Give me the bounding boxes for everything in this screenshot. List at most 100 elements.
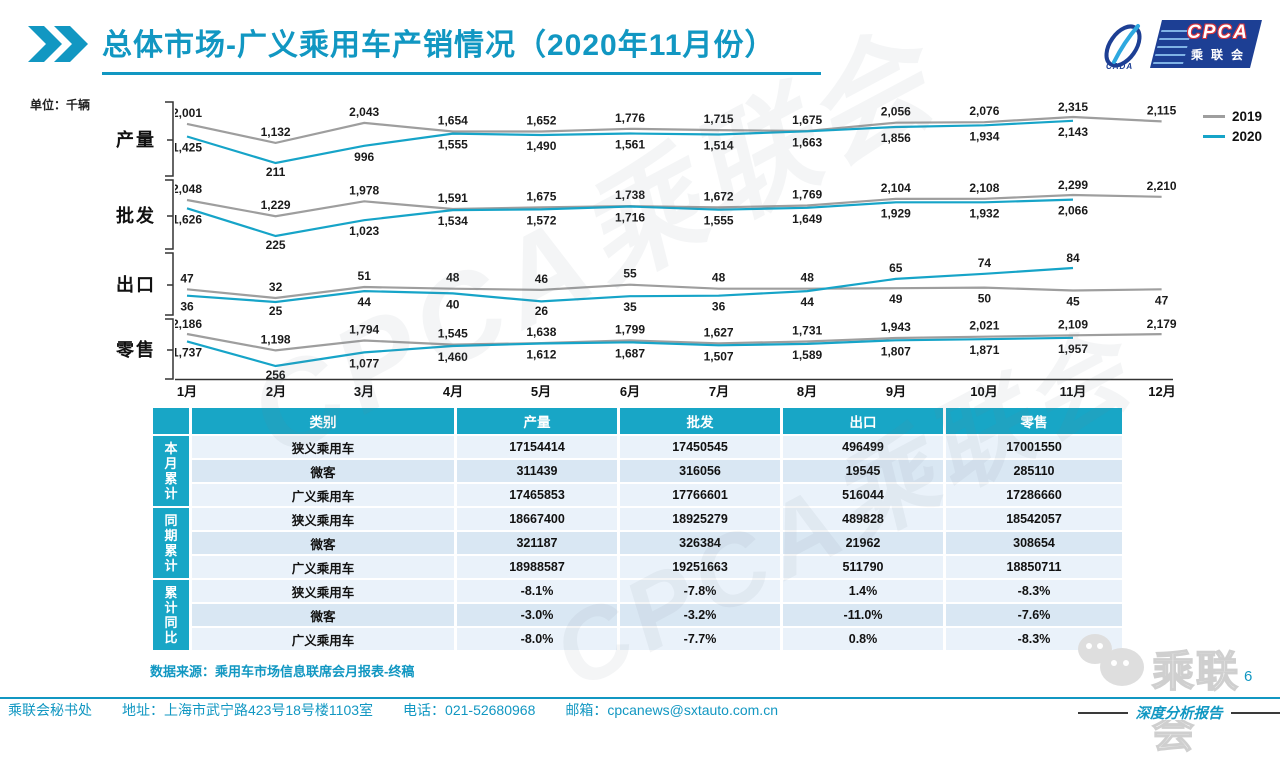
corner-cell (153, 408, 189, 434)
table-cell: 21962 (783, 532, 943, 554)
table-cell: -3.2% (620, 604, 780, 626)
table-cell: 17766601 (620, 484, 780, 506)
svg-text:44: 44 (801, 295, 815, 309)
month-label: 9月 (874, 381, 918, 400)
column-header: 零售 (946, 408, 1122, 434)
axis-bracket (162, 318, 174, 382)
svg-text:1,572: 1,572 (526, 213, 556, 227)
table-cell: 511790 (783, 556, 943, 578)
svg-text:36: 36 (712, 300, 726, 314)
table-cell: 微客 (192, 604, 454, 626)
column-header: 出口 (783, 408, 943, 434)
svg-text:1,460: 1,460 (438, 350, 468, 364)
svg-text:1,807: 1,807 (881, 344, 911, 358)
svg-text:2,299: 2,299 (1058, 178, 1088, 192)
svg-text:1,738: 1,738 (615, 188, 645, 202)
svg-text:36: 36 (180, 300, 194, 314)
table-cell: 狭义乘用车 (192, 508, 454, 530)
svg-text:1,934: 1,934 (969, 129, 999, 143)
svg-text:46: 46 (535, 272, 549, 286)
table-cell: 311439 (457, 460, 617, 482)
table-cell: -8.3% (946, 580, 1122, 602)
table-cell: 18925279 (620, 508, 780, 530)
tag-line-right (1231, 712, 1280, 714)
month-label: 10月 (962, 381, 1006, 400)
svg-text:48: 48 (801, 271, 815, 285)
footer-phone: 电话：021-52680968 (403, 700, 535, 720)
axis-bracket (162, 252, 174, 318)
svg-text:1,490: 1,490 (526, 139, 556, 153)
svg-text:65: 65 (889, 261, 903, 275)
chart-row-title: 零售 (0, 336, 156, 362)
table-cell: 0.8% (783, 628, 943, 650)
table-cell: 18988587 (457, 556, 617, 578)
svg-text:211: 211 (266, 165, 286, 178)
svg-text:1,769: 1,769 (792, 188, 822, 202)
svg-text:2,186: 2,186 (175, 317, 202, 331)
svg-text:1,626: 1,626 (175, 212, 202, 226)
svg-text:2,115: 2,115 (1147, 103, 1177, 117)
table-cell: 17001550 (946, 436, 1122, 458)
column-header: 产量 (457, 408, 617, 434)
chart-row-title: 批发 (0, 202, 156, 228)
svg-text:1,649: 1,649 (792, 212, 822, 226)
svg-text:1,589: 1,589 (792, 348, 822, 362)
svg-text:1,978: 1,978 (349, 183, 379, 197)
group-label: 累计同比 (153, 580, 189, 650)
table-cell: -7.8% (620, 580, 780, 602)
table-cell: 广义乘用车 (192, 556, 454, 578)
table-cell: 17286660 (946, 484, 1122, 506)
svg-text:2,210: 2,210 (1147, 179, 1177, 193)
svg-text:2,315: 2,315 (1058, 100, 1088, 114)
svg-text:2,143: 2,143 (1058, 125, 1088, 139)
month-label: 11月 (1051, 381, 1095, 400)
svg-text:1,652: 1,652 (526, 114, 556, 128)
svg-text:55: 55 (623, 267, 637, 281)
chart-row-title: 出口 (0, 271, 156, 297)
group-label: 本月累计 (153, 436, 189, 506)
month-label: 1月 (165, 381, 209, 400)
table-cell: 微客 (192, 532, 454, 554)
svg-text:1,638: 1,638 (526, 325, 556, 339)
svg-text:1,514: 1,514 (704, 139, 734, 153)
svg-text:1,023: 1,023 (349, 224, 379, 238)
svg-text:47: 47 (1155, 293, 1169, 307)
svg-text:1,507: 1,507 (704, 349, 734, 363)
table-cell: 326384 (620, 532, 780, 554)
svg-text:1,687: 1,687 (615, 346, 645, 360)
svg-text:74: 74 (978, 256, 992, 270)
svg-text:45: 45 (1066, 295, 1080, 309)
table-cell: 19251663 (620, 556, 780, 578)
tag-line-left (1078, 712, 1128, 714)
table-cell: 17465853 (457, 484, 617, 506)
svg-text:2,104: 2,104 (881, 181, 911, 195)
table-cell: 18667400 (457, 508, 617, 530)
svg-text:1,672: 1,672 (704, 189, 734, 203)
svg-text:48: 48 (446, 271, 460, 285)
month-label: 4月 (431, 381, 475, 400)
svg-text:1,077: 1,077 (349, 356, 379, 370)
svg-text:2,048: 2,048 (175, 182, 202, 196)
month-label: 5月 (519, 381, 563, 400)
table-header-row: 类别产量批发出口零售 (153, 408, 1122, 434)
svg-text:1,871: 1,871 (969, 343, 999, 357)
svg-text:44: 44 (358, 295, 372, 309)
svg-text:2,066: 2,066 (1058, 204, 1088, 218)
svg-text:256: 256 (266, 368, 286, 381)
table-row: 累计同比狭义乘用车-8.1%-7.8%1.4%-8.3% (153, 580, 1122, 602)
footer-address: 地址：上海市武宁路423号18号楼1103室 (122, 700, 373, 720)
table-cell: 18542057 (946, 508, 1122, 530)
